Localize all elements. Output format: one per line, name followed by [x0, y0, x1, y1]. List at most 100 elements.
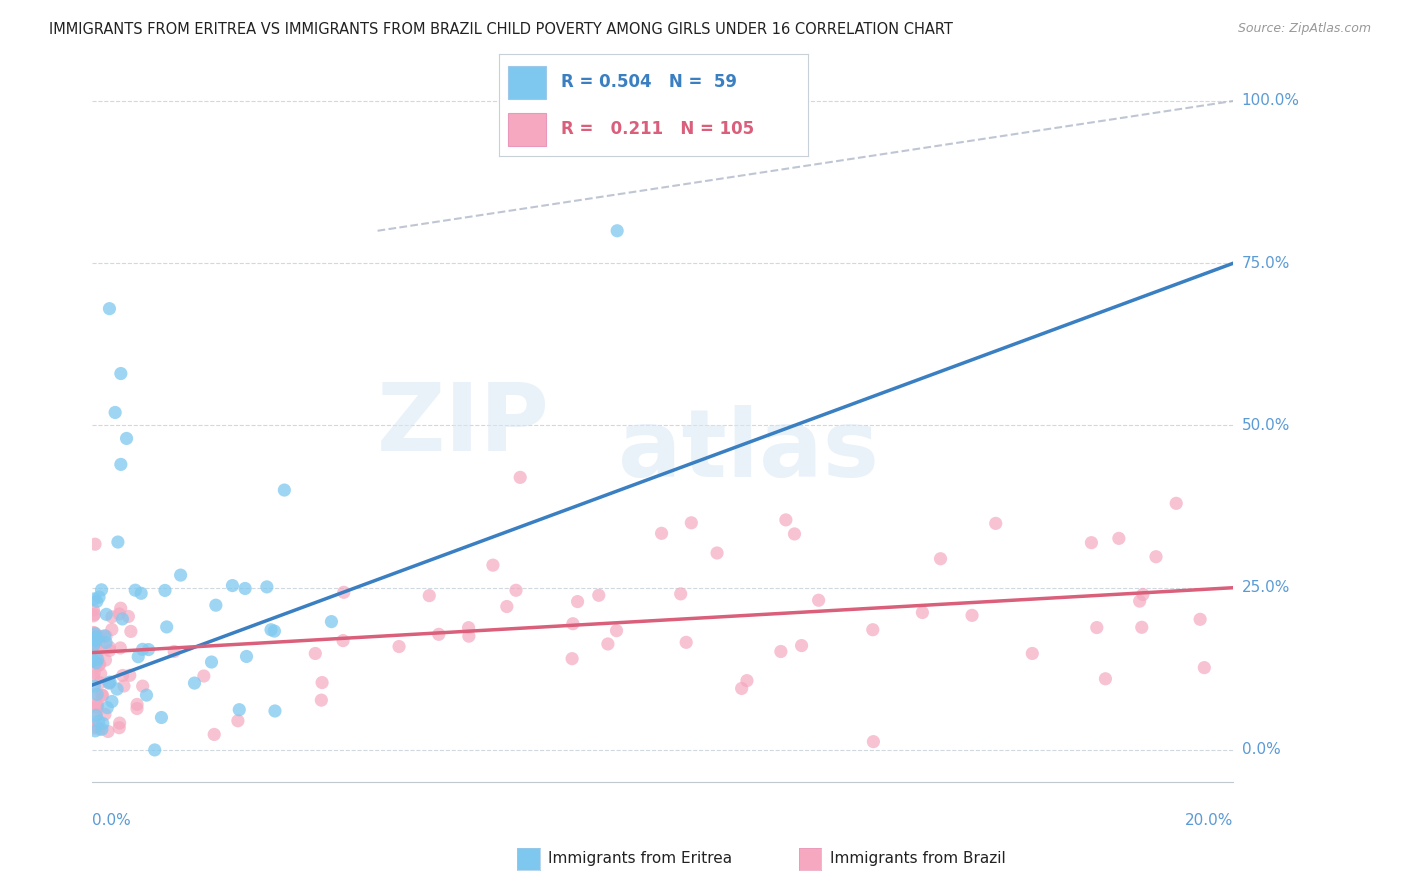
- Text: 20.0%: 20.0%: [1185, 813, 1233, 828]
- Point: [110, 458, 132, 472]
- Point: [110, 601, 132, 615]
- Text: ZIP: ZIP: [377, 379, 550, 472]
- Point: [1130, 620, 1153, 634]
- Point: [1085, 621, 1108, 635]
- Point: [87, 633, 110, 648]
- Point: [561, 616, 583, 631]
- Point: [675, 635, 697, 649]
- Point: [82, 637, 104, 651]
- Text: 25.0%: 25.0%: [1241, 580, 1289, 595]
- Point: [256, 580, 278, 594]
- Point: [84, 633, 107, 648]
- Text: 0.0%: 0.0%: [93, 813, 131, 828]
- Point: [107, 535, 129, 549]
- Point: [89, 722, 111, 736]
- Text: 50.0%: 50.0%: [1241, 418, 1289, 433]
- Point: [108, 721, 131, 735]
- Point: [127, 649, 149, 664]
- Point: [862, 623, 884, 637]
- Point: [84, 537, 107, 551]
- FancyBboxPatch shape: [509, 113, 546, 145]
- Point: [125, 701, 148, 715]
- Point: [1129, 594, 1152, 608]
- Point: [418, 589, 440, 603]
- Point: [311, 693, 333, 707]
- Point: [84, 632, 107, 647]
- Point: [730, 681, 752, 696]
- Point: [101, 694, 124, 708]
- Point: [86, 698, 108, 712]
- Point: [333, 585, 356, 599]
- Text: IMMIGRANTS FROM ERITREA VS IMMIGRANTS FROM BRAZIL CHILD POVERTY AMONG GIRLS UNDE: IMMIGRANTS FROM ERITREA VS IMMIGRANTS FR…: [49, 22, 953, 37]
- Point: [90, 666, 112, 681]
- Point: [388, 640, 411, 654]
- Point: [108, 607, 131, 621]
- Point: [135, 688, 157, 702]
- Point: [98, 640, 121, 655]
- Point: [1080, 535, 1102, 549]
- Point: [1021, 647, 1043, 661]
- Point: [86, 652, 108, 666]
- Point: [567, 594, 589, 608]
- Point: [960, 608, 983, 623]
- Point: [228, 703, 250, 717]
- Point: [1108, 532, 1130, 546]
- Text: Immigrants from Eritrea: Immigrants from Eritrea: [548, 852, 733, 866]
- Point: [169, 568, 191, 582]
- Point: [108, 716, 131, 731]
- Point: [83, 665, 105, 680]
- Point: [606, 224, 628, 238]
- Point: [105, 682, 128, 697]
- Point: [98, 643, 121, 657]
- Point: [150, 710, 173, 724]
- Point: [1189, 612, 1212, 626]
- Point: [111, 668, 134, 682]
- Point: [1094, 672, 1116, 686]
- Point: [321, 615, 343, 629]
- Text: atlas: atlas: [617, 405, 879, 498]
- Text: Immigrants from Brazil: Immigrants from Brazil: [830, 852, 1005, 866]
- Point: [87, 590, 110, 604]
- Point: [83, 687, 105, 701]
- Point: [332, 633, 354, 648]
- Point: [98, 675, 121, 690]
- Point: [83, 607, 105, 622]
- Point: [681, 516, 703, 530]
- Point: [311, 675, 333, 690]
- Point: [82, 639, 104, 653]
- Point: [83, 626, 105, 640]
- Point: [273, 483, 295, 497]
- Point: [82, 608, 104, 623]
- Point: [1166, 496, 1188, 510]
- Point: [90, 723, 112, 737]
- Point: [96, 607, 118, 622]
- Point: [783, 527, 806, 541]
- Point: [588, 588, 610, 602]
- Point: [86, 643, 108, 657]
- Point: [86, 708, 108, 723]
- Point: [457, 621, 479, 635]
- Point: [97, 724, 120, 739]
- Point: [205, 598, 228, 612]
- Point: [790, 639, 813, 653]
- Point: [561, 651, 583, 665]
- Text: 75.0%: 75.0%: [1241, 256, 1289, 270]
- Point: [183, 676, 205, 690]
- Point: [596, 637, 619, 651]
- Point: [193, 669, 215, 683]
- Point: [1144, 549, 1167, 564]
- Point: [226, 714, 249, 728]
- FancyBboxPatch shape: [509, 66, 546, 99]
- Point: [89, 675, 111, 690]
- Point: [735, 673, 758, 688]
- Point: [260, 623, 283, 637]
- Point: [101, 610, 124, 624]
- Point: [117, 609, 139, 624]
- Point: [93, 629, 115, 643]
- Point: [86, 688, 108, 702]
- Point: [101, 623, 124, 637]
- Point: [87, 714, 110, 729]
- Text: Source: ZipAtlas.com: Source: ZipAtlas.com: [1237, 22, 1371, 36]
- Point: [769, 644, 792, 658]
- Point: [86, 646, 108, 660]
